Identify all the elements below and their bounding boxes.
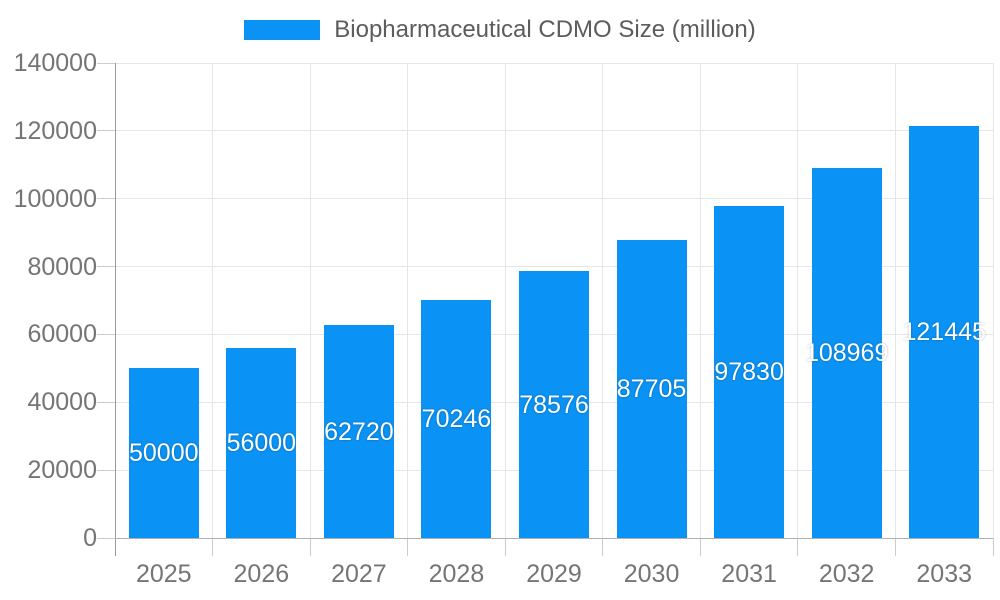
x-tick: [602, 538, 604, 556]
y-tick: [97, 469, 115, 471]
x-tick: [407, 538, 409, 556]
bar: [128, 368, 199, 538]
bar-value-label: 87705: [616, 375, 687, 404]
x-axis-label: 2032: [818, 560, 875, 588]
y-axis-label: 40000: [27, 388, 97, 417]
y-axis-label: 20000: [27, 456, 97, 485]
bar-value-label: 97830: [714, 358, 784, 387]
x-tick: [212, 538, 214, 556]
grid-line-v: [212, 63, 214, 538]
bar-value-label: 50000: [129, 439, 199, 468]
y-axis-label: 120000: [13, 116, 97, 145]
x-tick: [309, 538, 311, 556]
bar-value-label: 62720: [324, 417, 394, 446]
grid-line-v: [797, 63, 799, 538]
grid-line-v: [309, 63, 311, 538]
legend-label: Biopharmaceutical CDMO Size (million): [334, 16, 756, 43]
y-tick: [97, 333, 115, 335]
y-axis-line: [114, 63, 116, 556]
y-tick: [97, 537, 115, 539]
x-axis-line: [115, 537, 993, 539]
bar: [519, 271, 589, 538]
y-axis-label: 80000: [27, 252, 97, 281]
y-axis-label: 60000: [27, 320, 97, 349]
x-tick: [992, 538, 994, 556]
y-tick: [97, 198, 115, 200]
bar-value-label: 56000: [226, 429, 297, 457]
legend-swatch: [244, 20, 321, 40]
y-tick: [97, 62, 115, 64]
bar: [421, 299, 492, 538]
grid-line-h: [115, 266, 993, 268]
y-tick: [97, 130, 115, 132]
y-axis-label: 100000: [13, 184, 97, 213]
grid-line-h: [115, 198, 993, 200]
x-tick: [504, 538, 506, 556]
bar: [811, 168, 882, 538]
grid-line-v: [504, 63, 506, 538]
x-axis-label: 2029: [526, 560, 582, 588]
x-axis-label: 2031: [721, 560, 777, 588]
x-tick: [797, 538, 799, 556]
bar-value-label: 78576: [519, 390, 589, 419]
bar-value-label: 70246: [421, 404, 492, 433]
x-axis-label: 2025: [135, 560, 192, 588]
y-axis-label: 0: [83, 524, 97, 552]
x-axis-label: 2028: [428, 560, 485, 588]
y-axis-label: 140000: [13, 49, 97, 77]
grid-line-v: [992, 63, 994, 538]
bar: [226, 348, 297, 538]
grid-line-h: [115, 62, 993, 64]
x-axis-label: 2033: [916, 560, 973, 588]
bar-value-label: 108969: [804, 339, 889, 368]
bar: [909, 125, 980, 538]
grid-line-v: [699, 63, 701, 538]
grid-line-v: [407, 63, 409, 538]
bar-value-label: 121445: [902, 317, 986, 346]
x-axis-label: 2030: [623, 560, 680, 588]
bar: [616, 240, 687, 538]
bar: [714, 206, 785, 538]
y-tick: [97, 401, 115, 403]
bar: [323, 325, 394, 538]
y-tick: [97, 266, 115, 268]
chart-legend: Biopharmaceutical CDMO Size (million): [0, 16, 1000, 44]
x-tick: [894, 538, 896, 556]
grid-line-v: [602, 63, 604, 538]
grid-line-v: [894, 63, 896, 538]
grid-line-h: [115, 130, 993, 132]
x-axis-label: 2027: [331, 560, 387, 588]
x-axis-label: 2026: [233, 560, 290, 588]
x-tick: [699, 538, 701, 556]
